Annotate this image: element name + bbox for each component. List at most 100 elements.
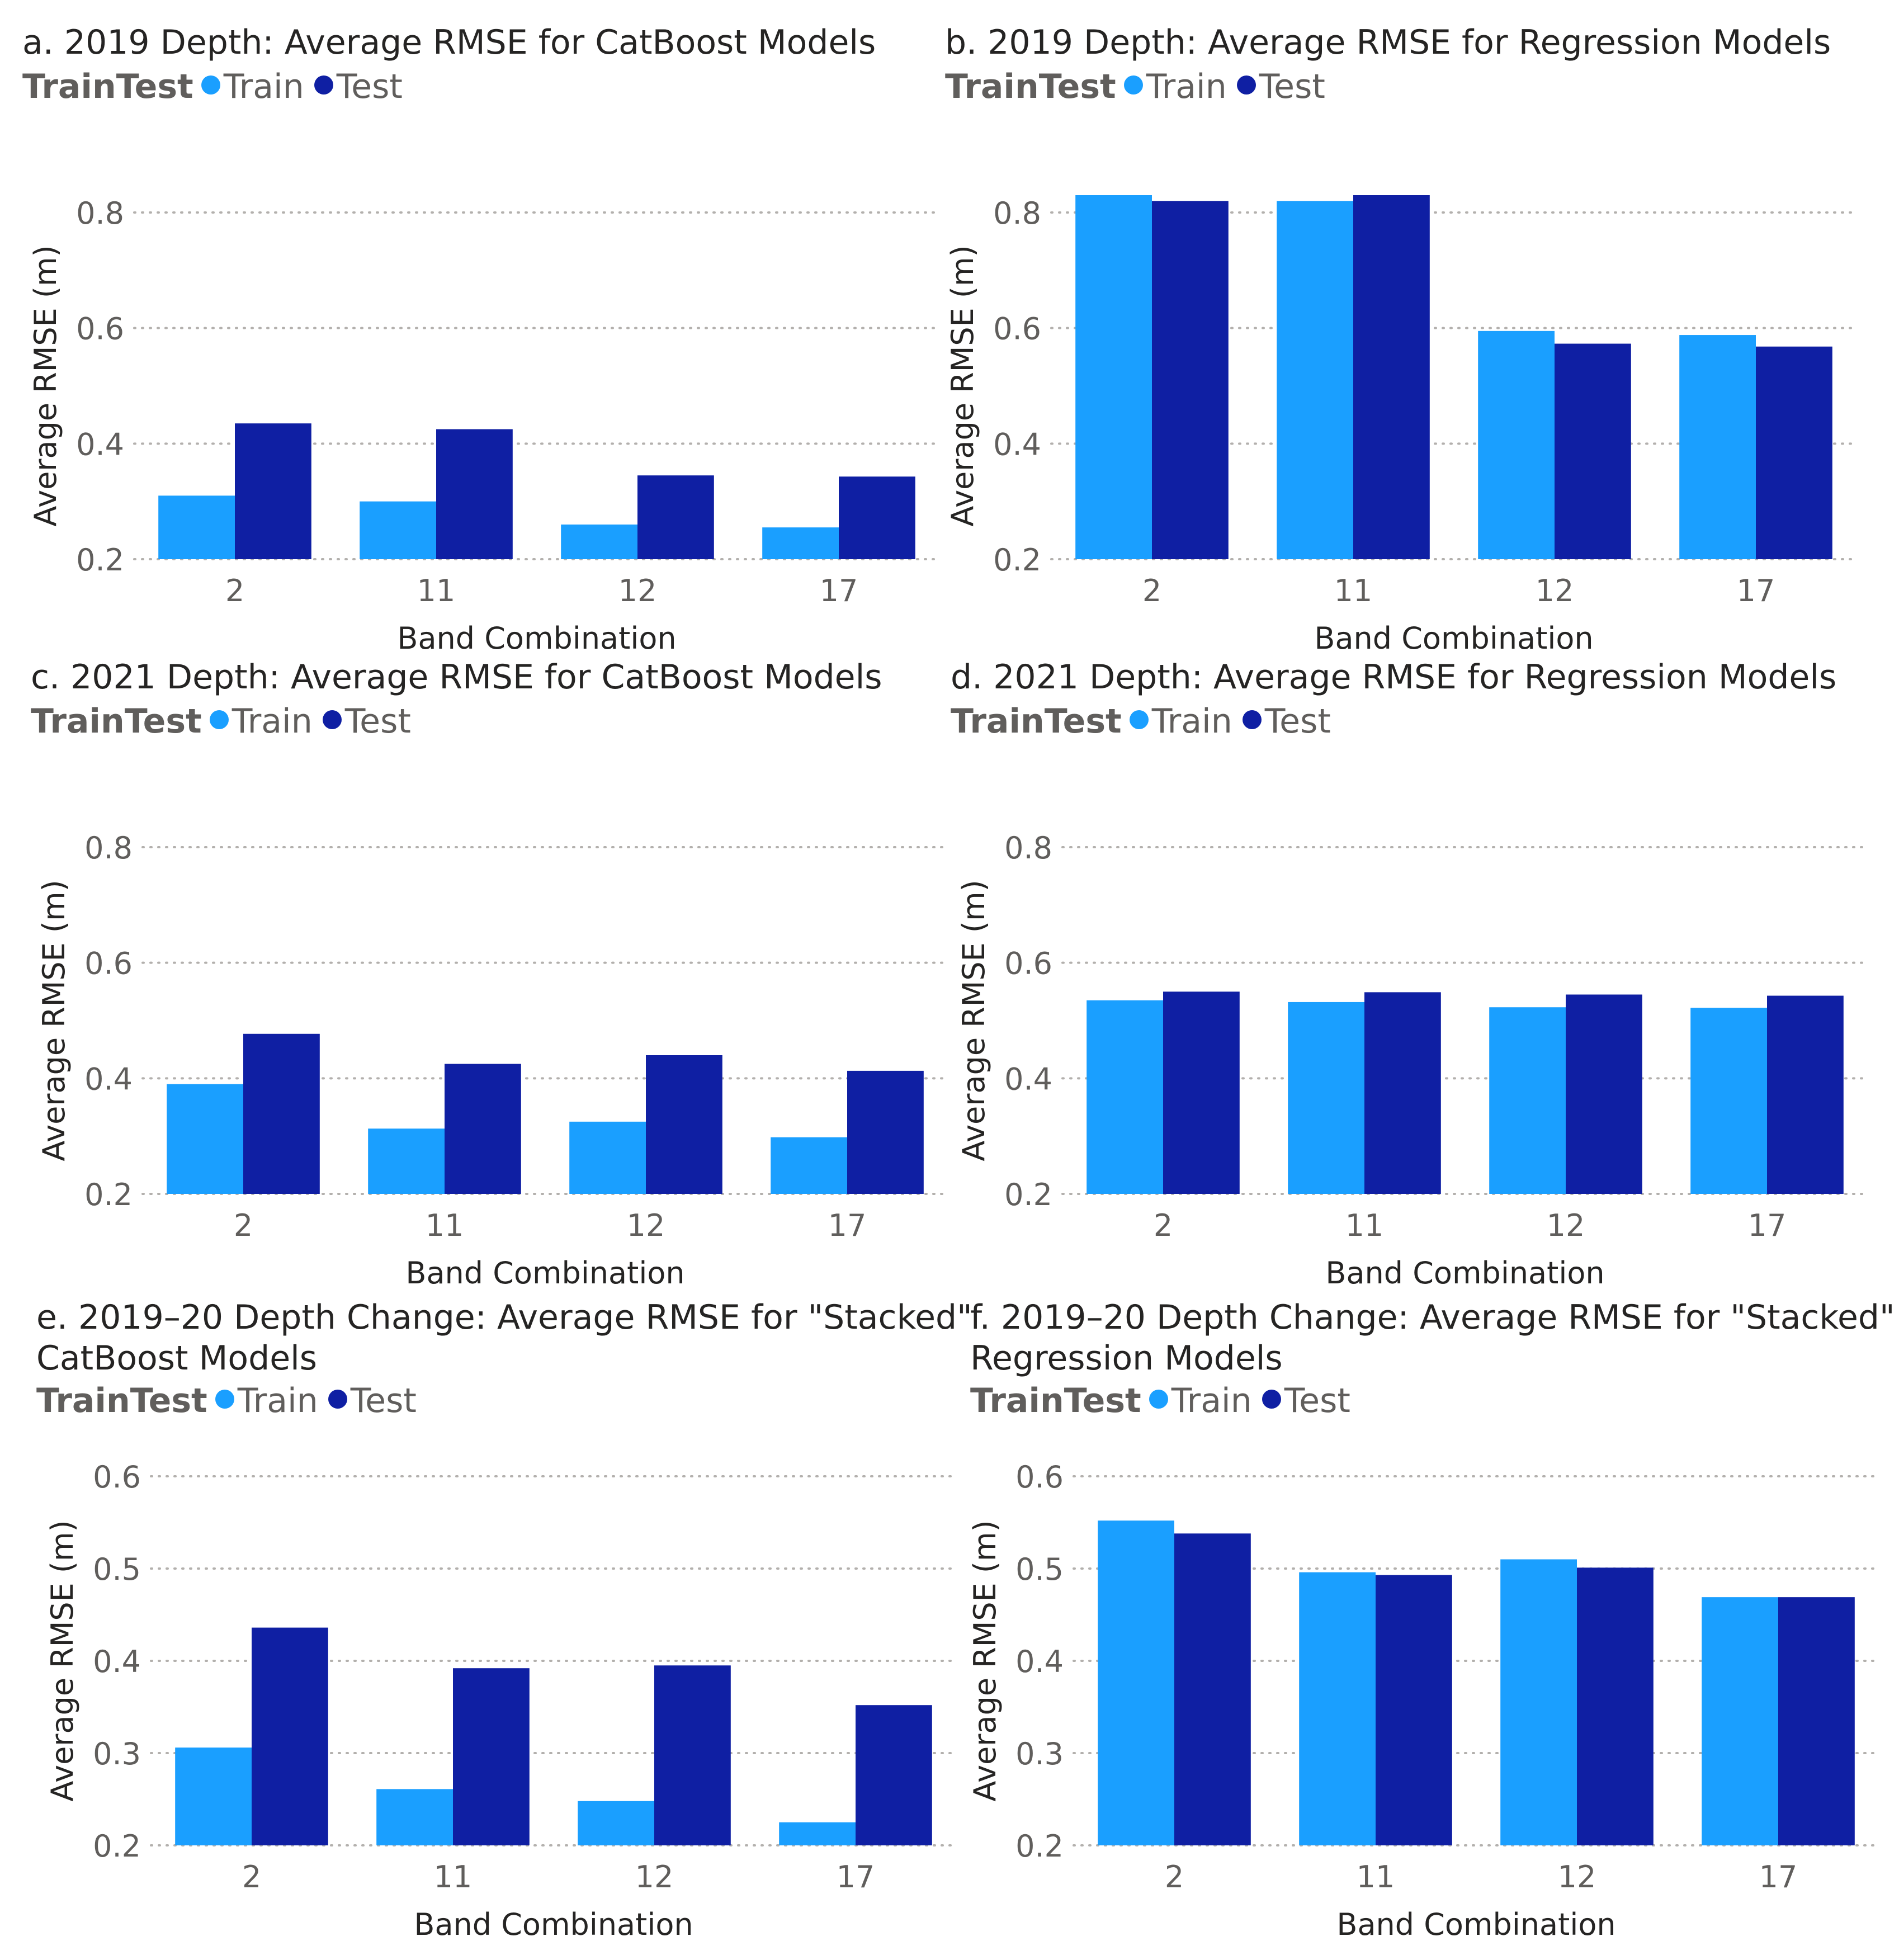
bar-test-2[interactable] (243, 1033, 320, 1194)
bar-train-12[interactable] (1500, 1559, 1577, 1846)
x-tick-label: 2 (1165, 1859, 1184, 1895)
bar-test-12[interactable] (1577, 1567, 1654, 1845)
x-tick-label: 11 (426, 1208, 464, 1243)
legend-label[interactable]: Test (336, 67, 403, 106)
legend-marker[interactable] (1129, 710, 1149, 730)
bar-test-17[interactable] (856, 1705, 932, 1845)
legend: TrainTest Train Test (31, 702, 421, 741)
legend-title: TrainTest (22, 67, 193, 106)
legend-label[interactable]: Test (1284, 1381, 1350, 1420)
bar-train-11[interactable] (368, 1128, 445, 1194)
legend-label[interactable]: Train (1151, 702, 1232, 741)
bar-test-11[interactable] (1376, 1575, 1452, 1845)
bar-test-11[interactable] (453, 1668, 530, 1845)
chart-title-line: d. 2021 Depth: Average RMSE for Regressi… (951, 658, 1837, 697)
bar-test-2[interactable] (252, 1627, 328, 1845)
legend-label[interactable]: Train (237, 1381, 318, 1420)
bar-train-2[interactable] (175, 1748, 252, 1845)
bar-train-12[interactable] (569, 1121, 646, 1194)
legend-marker[interactable] (314, 75, 333, 95)
y-tick-label: 0.6 (993, 311, 1041, 347)
bar-test-12[interactable] (637, 475, 714, 559)
bar-test-17[interactable] (1756, 346, 1832, 559)
bar-test-11[interactable] (436, 429, 513, 560)
bar-train-11[interactable] (376, 1789, 453, 1845)
bar-train-12[interactable] (578, 1801, 654, 1845)
bar-train-17[interactable] (1679, 335, 1756, 559)
bar-test-2[interactable] (1174, 1533, 1251, 1845)
bar-test-17[interactable] (1767, 995, 1844, 1194)
bar-train-17[interactable] (1690, 1008, 1767, 1194)
bar-train-2[interactable] (1087, 1000, 1163, 1194)
y-tick-label: 0.2 (1004, 1177, 1052, 1212)
bar-test-2[interactable] (235, 423, 311, 559)
legend-marker[interactable] (215, 1390, 234, 1409)
bar-train-2[interactable] (158, 495, 235, 559)
bar-train-2[interactable] (167, 1084, 243, 1194)
bar-test-17[interactable] (847, 1070, 924, 1194)
y-axis-label: Average RMSE (m) (45, 1520, 80, 1801)
bar-train-12[interactable] (561, 525, 637, 559)
bar-train-11[interactable] (360, 501, 436, 559)
legend-label[interactable]: Test (350, 1381, 417, 1420)
y-tick-label: 0.6 (93, 1460, 141, 1495)
bar-train-2[interactable] (1075, 195, 1152, 559)
y-tick-label: 0.6 (84, 946, 133, 981)
y-tick-label: 0.5 (93, 1552, 141, 1587)
bar-train-17[interactable] (771, 1137, 847, 1194)
legend-label[interactable]: Train (232, 702, 313, 741)
chart-title-line: CatBoost Models (36, 1339, 318, 1378)
bar-test-12[interactable] (1566, 994, 1642, 1194)
bar-train-17[interactable] (1702, 1597, 1778, 1845)
x-tick-label: 12 (627, 1208, 665, 1243)
legend-marker[interactable] (209, 710, 229, 730)
y-axis-label: Average RMSE (m) (36, 880, 72, 1161)
bar-test-12[interactable] (646, 1055, 722, 1194)
bar-test-2[interactable] (1163, 991, 1240, 1194)
x-axis-label: Band Combination (1336, 1907, 1615, 1942)
legend-label[interactable]: Test (344, 702, 411, 741)
legend: TrainTest Train Test (951, 702, 1341, 741)
bar-train-11[interactable] (1299, 1572, 1376, 1845)
bar-test-11[interactable] (1364, 992, 1441, 1194)
bar-train-11[interactable] (1277, 201, 1353, 559)
bar-test-17[interactable] (839, 476, 915, 559)
bar-test-11[interactable] (1353, 195, 1430, 559)
legend-marker[interactable] (201, 75, 220, 95)
bar-test-17[interactable] (1778, 1597, 1855, 1845)
legend-marker[interactable] (328, 1390, 347, 1409)
bar-train-12[interactable] (1489, 1007, 1566, 1194)
legend-marker[interactable] (322, 710, 342, 730)
legend-label[interactable]: Test (1259, 67, 1325, 106)
legend-label[interactable]: Train (1146, 67, 1227, 106)
x-tick-label: 17 (1759, 1859, 1798, 1895)
legend-label[interactable]: Train (1171, 1381, 1252, 1420)
legend-marker[interactable] (1149, 1390, 1168, 1409)
bar-train-12[interactable] (1478, 330, 1555, 559)
bar-test-2[interactable] (1152, 201, 1229, 559)
bar-train-17[interactable] (762, 527, 839, 559)
y-axis-label: Average RMSE (m) (956, 880, 991, 1161)
bar-test-11[interactable] (445, 1064, 521, 1194)
y-tick-label: 0.4 (93, 1644, 141, 1679)
bar-train-17[interactable] (779, 1822, 856, 1845)
chart-title-line: f. 2019–20 Depth Change: Average RMSE fo… (970, 1298, 1895, 1337)
y-tick-label: 0.2 (84, 1177, 133, 1212)
bar-test-12[interactable] (654, 1665, 731, 1845)
legend: TrainTest Train Test (970, 1381, 1361, 1420)
x-axis-label: Band Combination (405, 1255, 684, 1291)
x-tick-label: 12 (1547, 1208, 1585, 1243)
bar-test-12[interactable] (1555, 343, 1631, 559)
legend-marker[interactable] (1262, 1390, 1281, 1409)
y-tick-label: 0.4 (84, 1061, 133, 1097)
bar-train-2[interactable] (1098, 1520, 1174, 1845)
legend-marker[interactable] (1123, 75, 1143, 95)
x-tick-label: 11 (1357, 1859, 1395, 1895)
legend-marker[interactable] (1242, 710, 1262, 730)
legend-label[interactable]: Train (223, 67, 304, 106)
legend-label[interactable]: Test (1264, 702, 1331, 741)
legend-marker[interactable] (1236, 75, 1256, 95)
bar-train-11[interactable] (1288, 1002, 1364, 1194)
